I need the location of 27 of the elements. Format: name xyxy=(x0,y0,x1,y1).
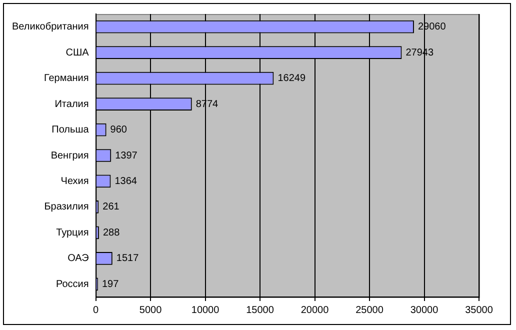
data-label: 960 xyxy=(110,124,128,136)
x-tick-label: 35000 xyxy=(465,304,494,316)
data-label: 261 xyxy=(102,202,120,213)
data-label: 1517 xyxy=(116,253,140,264)
y-tick-label: Россия xyxy=(56,278,89,290)
data-label: 288 xyxy=(102,227,120,238)
y-tick-label: Бразилия xyxy=(44,202,89,213)
y-tick-label: ОАЭ xyxy=(68,253,89,264)
y-tick-label: Италия xyxy=(54,98,89,110)
x-tick-label: 25000 xyxy=(356,304,384,316)
x-tick-label: 10000 xyxy=(191,304,220,316)
data-label: 197 xyxy=(102,278,120,290)
data-label: 1364 xyxy=(114,176,138,187)
y-tick-label: Германия xyxy=(44,73,89,84)
y-tick-label: США xyxy=(66,47,90,58)
y-tick-label: Чехия xyxy=(60,176,89,187)
x-tick-label: 30000 xyxy=(410,304,439,316)
y-tick-label: Великобритания xyxy=(12,22,89,33)
y-tick-label: Польша xyxy=(52,124,90,136)
data-label: 1397 xyxy=(115,150,138,162)
y-tick-label: Венгрия xyxy=(50,150,89,162)
data-label: 16249 xyxy=(278,73,306,84)
x-tick-label: 15000 xyxy=(246,304,274,316)
x-tick-label: 5000 xyxy=(139,304,162,316)
y-tick-label: Турция xyxy=(56,227,89,238)
x-tick-label: 0 xyxy=(93,304,100,316)
x-tick-label: 20000 xyxy=(300,304,330,316)
